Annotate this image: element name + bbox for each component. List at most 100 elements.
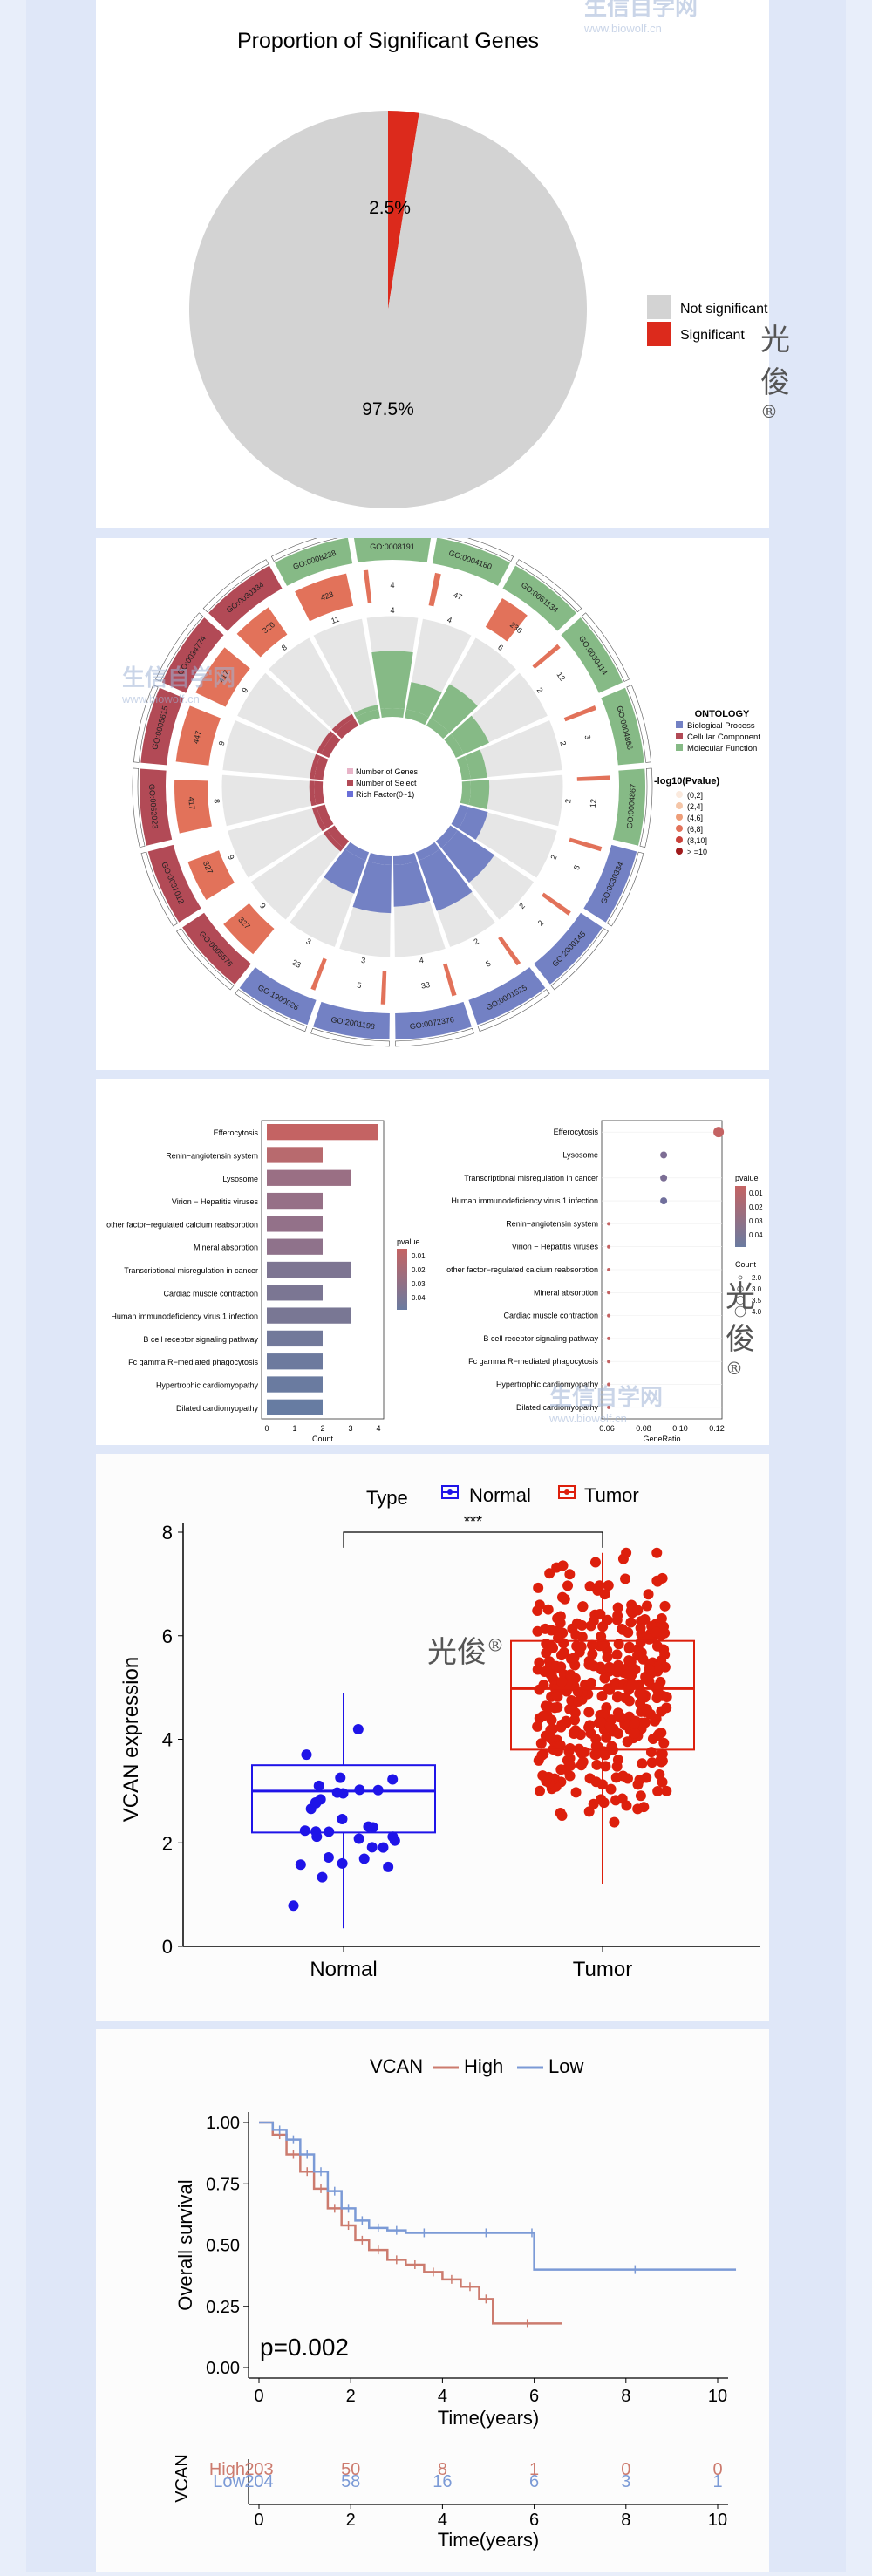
km-panel: VCAN High Low 0.00 0.25 0.50 0.75 1.00 0 2 4 6 8 1… (96, 2029, 769, 2572)
box-data-point (611, 1666, 623, 1678)
go-term-gene-bar (380, 971, 387, 1005)
box-data-point (551, 1562, 562, 1573)
box-y-tick-label: 6 (162, 1625, 173, 1647)
box-data-point (651, 1693, 663, 1704)
box-data-point (552, 1691, 563, 1702)
box-data-point (635, 1790, 646, 1802)
go-term-select-count: 2 (563, 799, 572, 804)
kegg-dot-label: Hypertrophic cardiomyopathy (496, 1380, 599, 1389)
brand-watermark: 光俊® (760, 323, 790, 422)
box-data-point (656, 1613, 667, 1625)
kegg-bar-label: Hypertrophic cardiomyopathy (156, 1381, 259, 1390)
go-term-segment (583, 844, 637, 923)
dot-legend-title: pvalue (735, 1174, 759, 1182)
box-data-point (625, 1656, 637, 1667)
kegg-bar (267, 1216, 323, 1232)
box-data-point (299, 1825, 310, 1837)
go-term-tick-ring (395, 1027, 474, 1047)
go-term-rich-bar (450, 715, 489, 754)
box-data-point (656, 1756, 667, 1768)
center-legend-key (347, 768, 353, 774)
go-term-rich-bar (419, 848, 473, 911)
pie-label-significant: 2.5% (369, 198, 411, 218)
box-data-point (337, 1857, 348, 1869)
box-data-point (600, 1761, 611, 1772)
box-data-point (596, 1691, 608, 1702)
box-data-point (645, 1747, 657, 1758)
box-data-point (613, 1728, 624, 1739)
go-term-rich-bar (430, 684, 478, 733)
kegg-dot (607, 1291, 611, 1295)
go-term-select-count: 4 (419, 956, 425, 965)
kegg-dot-label: Efferocytosis (554, 1128, 599, 1136)
box-data-point (555, 1618, 566, 1629)
risk-count: 50 (341, 2460, 360, 2479)
km-pvalue: p=0.002 (260, 2334, 349, 2361)
box-data-point (539, 1666, 550, 1678)
box-data-point (295, 1859, 306, 1871)
box-data-point (597, 1621, 609, 1632)
pie-slice-significant (388, 111, 419, 310)
box-data-point (590, 1741, 602, 1752)
go-term-rich-bar (352, 861, 392, 914)
km-x-tick-label: 8 (621, 2387, 630, 2406)
go-term-inner-ring (327, 825, 350, 848)
box-data-point (532, 1605, 543, 1616)
center-legend-label: Rich Factor(0~1) (356, 790, 414, 799)
go-term-select-count: 9 (226, 854, 235, 862)
kegg-bar-label: Renin−angiotensin system (166, 1151, 258, 1160)
pie-panel: Proportion of Significant Genes 97.5% 2.… (96, 0, 790, 528)
center-legend-key (347, 791, 353, 797)
box-data-point (570, 1629, 582, 1640)
go-term-segment (534, 912, 603, 985)
box-data-point (583, 1707, 595, 1718)
go-term-gene-bar (295, 573, 354, 622)
box-data-point (541, 1775, 552, 1787)
bar-legend-tick: 0.01 (412, 1252, 426, 1260)
go-term-select-count: 4 (446, 615, 453, 624)
bar-x-tick: 1 (292, 1424, 296, 1433)
center-legend-key (347, 780, 353, 786)
box-data-point (635, 1622, 646, 1633)
km-x-tick-label: 6 (529, 2387, 539, 2406)
box-data-point (540, 1700, 551, 1712)
kegg-dot (607, 1382, 611, 1387)
go-term-tick-ring (140, 851, 179, 927)
box-data-point (534, 1785, 545, 1796)
box-data-point (644, 1708, 656, 1720)
go-term-gene-bar (175, 705, 221, 766)
site-watermark-3: 生信自学网 www.biowolf.cn (549, 1384, 664, 1425)
center-legend-label: Number of Select (356, 779, 417, 787)
box-data-point (552, 1701, 563, 1713)
risk-count: 1 (712, 2472, 722, 2491)
kegg-bar (267, 1307, 351, 1324)
ontology-legend-label: Biological Process (687, 721, 755, 731)
kegg-bar (267, 1376, 323, 1393)
go-term-tick-ring (626, 685, 651, 763)
kegg-bar (267, 1169, 351, 1186)
center-legend-label: Number of Genes (356, 767, 419, 776)
kegg-dot (607, 1244, 611, 1249)
kegg-dot (607, 1360, 611, 1364)
box-data-point (589, 1557, 601, 1568)
box-data-point (288, 1900, 299, 1912)
box-data-point (585, 1677, 596, 1688)
box-data-point (641, 1600, 652, 1612)
count-legend-title: Count (735, 1260, 757, 1269)
count-legend-label: 3.5 (752, 1297, 762, 1305)
dot-x-tick: 0.06 (599, 1424, 615, 1433)
bar-x-tick: 0 (264, 1424, 269, 1433)
kegg-bar-label: other factor−regulated calcium reabsorpt… (106, 1220, 258, 1229)
count-legend-key (738, 1275, 743, 1280)
go-term-rich-bar (324, 848, 366, 894)
kegg-dot (607, 1268, 611, 1271)
risk-row-label: High (209, 2460, 245, 2479)
go-term-gene-bar (498, 936, 521, 966)
go-term-rich-bar (405, 682, 442, 718)
go-term-rich-bar (317, 731, 335, 754)
go-term-inner-ring (335, 718, 359, 739)
dot-legend-tick: 0.01 (749, 1189, 763, 1197)
go-term-tick-ring (202, 559, 269, 613)
count-legend-key (736, 1295, 746, 1305)
box-data-point (651, 1626, 662, 1638)
